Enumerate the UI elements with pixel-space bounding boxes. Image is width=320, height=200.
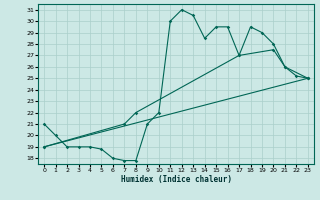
X-axis label: Humidex (Indice chaleur): Humidex (Indice chaleur) xyxy=(121,175,231,184)
